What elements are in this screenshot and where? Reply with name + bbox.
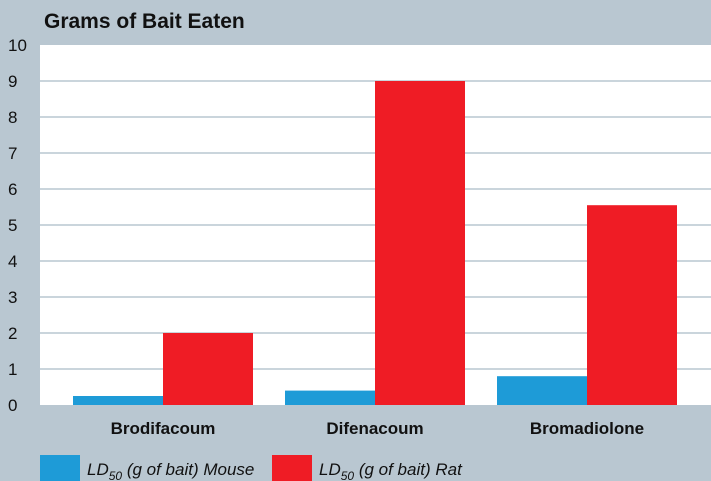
chart-title: Grams of Bait Eaten	[44, 10, 245, 33]
legend: LD50 (g of bait) Mouse LD50 (g of bait) R…	[40, 455, 463, 481]
legend-swatch	[272, 455, 312, 481]
y-axis-ticks: 0 1 2 3 4 5 6 7 8 9 10	[8, 36, 27, 415]
y-tick-label: 8	[8, 108, 17, 127]
y-tick-label: 2	[8, 324, 17, 343]
y-tick-label: 9	[8, 72, 17, 91]
bar	[375, 81, 465, 405]
legend-label: LD50 (g of bait) Mouse	[87, 460, 254, 481]
x-tick-label: Difenacoum	[326, 419, 423, 438]
y-tick-label: 7	[8, 144, 17, 163]
legend-label: LD50 (g of bait) Rat	[319, 460, 463, 481]
y-tick-label: 4	[8, 252, 17, 271]
y-tick-label: 1	[8, 360, 17, 379]
legend-swatch	[40, 455, 80, 481]
x-tick-label: Bromadiolone	[530, 419, 644, 438]
y-tick-label: 6	[8, 180, 17, 199]
bars	[73, 81, 677, 405]
y-tick-label: 0	[8, 396, 17, 415]
bar	[497, 376, 587, 405]
y-tick-label: 10	[8, 36, 27, 55]
x-tick-label: Brodifacoum	[111, 419, 216, 438]
y-tick-label: 5	[8, 216, 17, 235]
bar	[73, 396, 163, 405]
bar	[587, 205, 677, 405]
y-tick-label: 3	[8, 288, 17, 307]
x-axis-ticks: Brodifacoum Difenacoum Bromadiolone	[111, 419, 645, 438]
bar	[285, 390, 375, 405]
bar	[163, 333, 253, 405]
